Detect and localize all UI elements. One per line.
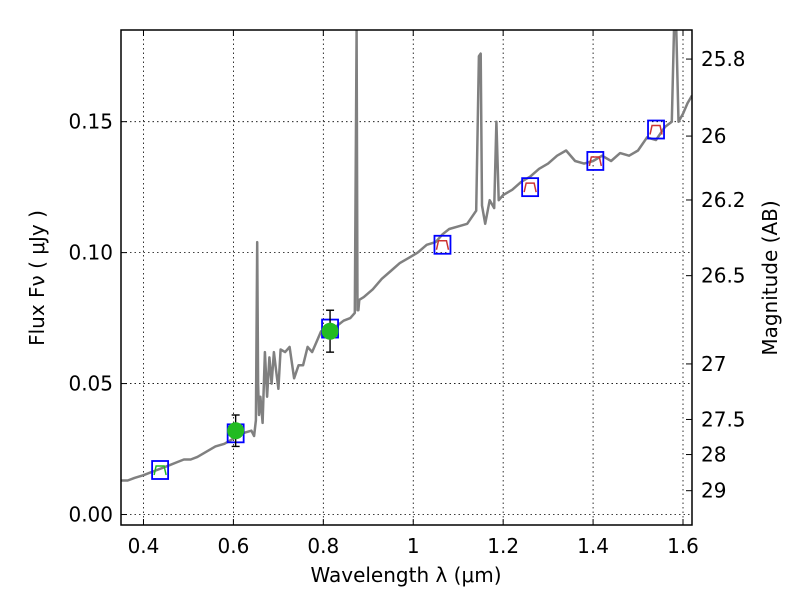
y-tick-label-0: 0.00	[68, 503, 113, 527]
right-tick-label-1: 26	[701, 124, 726, 148]
x-tick-label-4: 1.2	[487, 534, 519, 558]
plot-frame	[120, 29, 693, 526]
band-curve-1	[435, 240, 450, 250]
x-tick-label-0: 0.4	[128, 534, 160, 558]
x-tick-label-3: 1	[407, 534, 420, 558]
right-tick-label-2: 26.2	[701, 188, 746, 212]
spectrum-line-0	[121, 30, 692, 482]
band-curve-3	[588, 156, 603, 167]
band-curve-2	[523, 182, 537, 193]
y-tick-label-3: 0.15	[68, 110, 113, 134]
model-square-5	[586, 151, 605, 171]
y-tick-label-2: 0.10	[68, 241, 113, 265]
band-curve-0	[153, 465, 167, 476]
axes: 0.4 0.6 0.8 1 1.2 1.4 1.6 0.00 0.05 0.10 0.15 25.8 2…	[68, 30, 746, 558]
x-tick-label-1: 0.6	[217, 534, 249, 558]
model-square-6	[647, 119, 665, 140]
photometry-point-1	[321, 322, 339, 340]
right-tick-label-6: 28	[701, 443, 726, 467]
right-tick-label-0: 25.8	[701, 47, 746, 71]
y-tick-label-1: 0.05	[68, 372, 113, 396]
y-axis-title: Flux Fν ( μJy )	[25, 210, 49, 346]
x-tick-label-6: 1.6	[667, 534, 699, 558]
x-tick-label-2: 0.8	[307, 534, 339, 558]
model-square-4	[521, 177, 540, 198]
right-axis-title: Magnitude (AB)	[758, 200, 782, 355]
x-axis-title: Wavelength λ (μm)	[310, 563, 501, 587]
right-tick-label-7: 29	[701, 479, 726, 503]
model-square-0	[151, 460, 170, 480]
photometry-point-0	[227, 422, 245, 440]
model-square-3	[433, 234, 452, 255]
right-tick-label-3: 26.5	[701, 264, 746, 288]
band-curve-4	[649, 124, 663, 135]
right-tick-label-5: 27.5	[701, 407, 746, 431]
x-tick-label-5: 1.4	[577, 534, 609, 558]
right-tick-label-4: 27	[701, 352, 726, 376]
plot-area	[121, 30, 692, 482]
